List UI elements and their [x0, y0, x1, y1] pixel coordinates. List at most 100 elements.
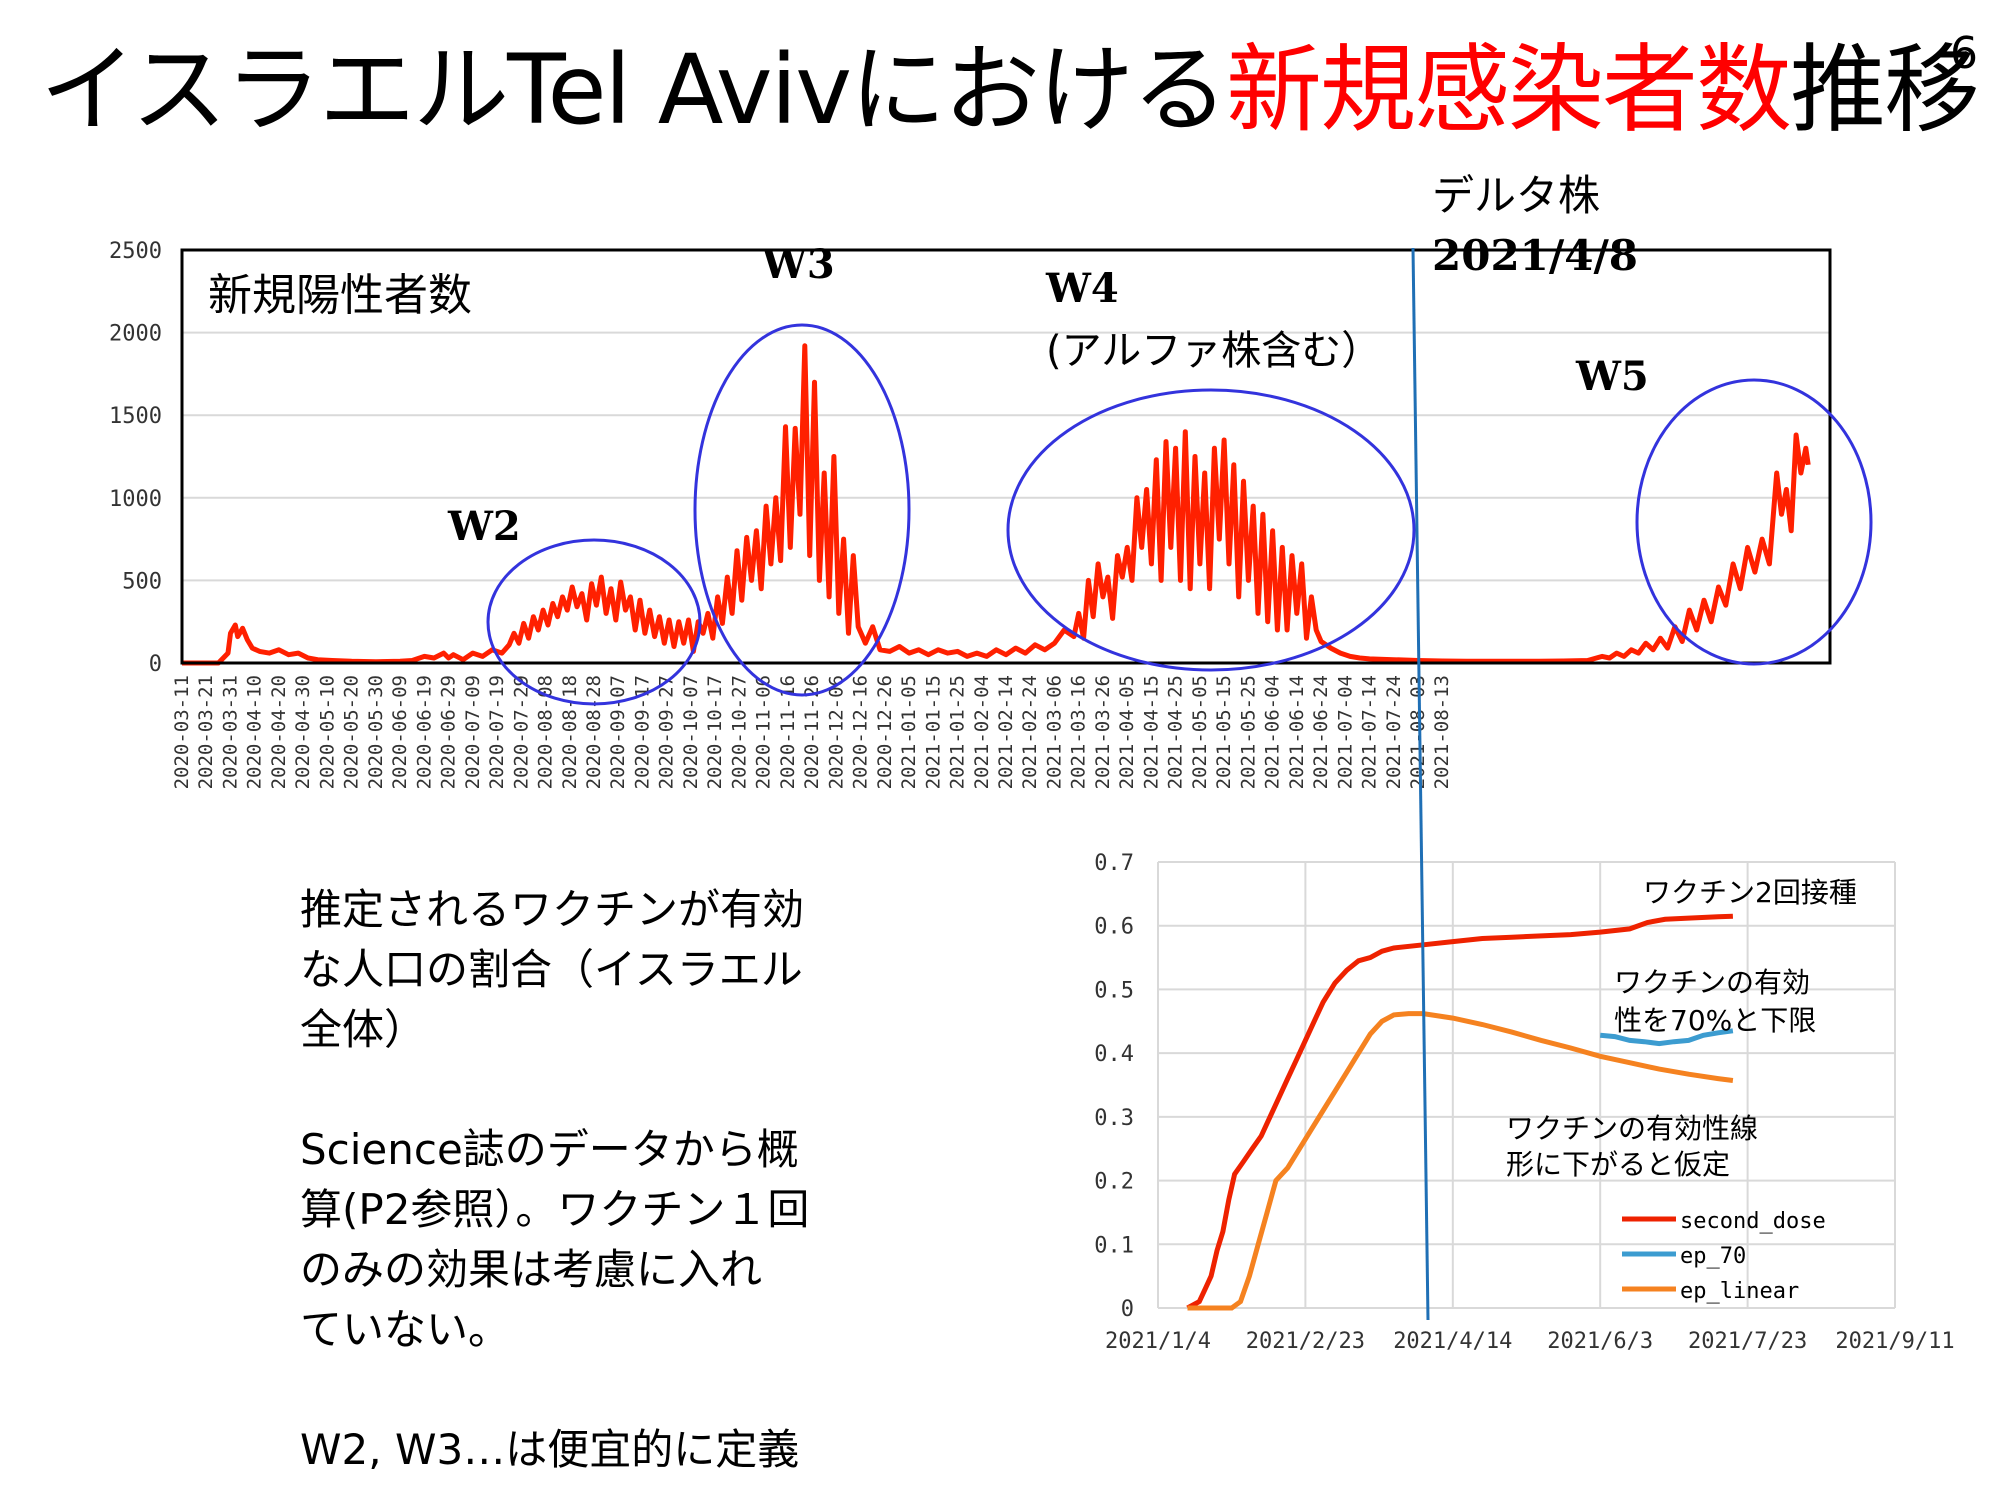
top-x-tick-label: 2021-06-14 [1286, 675, 1308, 789]
top-x-tick-label: 2021-03-16 [1068, 675, 1090, 789]
top-x-tick-label: 2021-02-24 [1019, 675, 1041, 789]
bottom-chart-grid [1157, 861, 1896, 1309]
top-x-tick-label: 2021-05-05 [1189, 675, 1211, 789]
top-x-tick-label: 2020-06-19 [413, 675, 435, 789]
page-title: イスラエルTel Avivにおける新規感染者数推移 [40, 42, 1980, 138]
top-x-tick-label: 2021-04-25 [1165, 675, 1187, 789]
wave-w5-circle [1635, 378, 1873, 666]
bottom-x-tick-label: 2021/4/14 [1393, 1329, 1512, 1354]
w4-sublabel: (アルファ株含む） [1046, 328, 1381, 374]
top-x-tick-label: 2020-12-26 [874, 675, 896, 789]
w3-label: W3 [761, 241, 835, 288]
top-x-tick-label: 2020-12-06 [825, 675, 847, 789]
top-x-tick-label: 2020-12-16 [850, 675, 872, 789]
top-x-tick-label: 2020-04-10 [244, 675, 266, 789]
top-x-tick-label: 2021-03-26 [1092, 675, 1114, 789]
top-y-tick-label: 1500 [109, 404, 162, 429]
top-x-tick-label: 2020-03-21 [195, 675, 217, 789]
top-x-tick-label: 2021-01-05 [898, 675, 920, 789]
bottom-y-tick-label: 0 [1121, 1297, 1134, 1322]
top-x-tick-label: 2020-06-29 [438, 675, 460, 789]
ep70-note-line2: 性を70%と下限 [1614, 1004, 1816, 1037]
waves-note: W2, W3…は便宜的に定義 [300, 1425, 800, 1474]
top-y-tick-label: 2500 [109, 239, 162, 264]
top-chart-x-ticks: 2020-03-11 2020-03-21 2020-03-31 2020-04-10… [171, 675, 1453, 789]
top-x-tick-label: 2020-11-26 [801, 675, 823, 789]
bottom-y-tick-label: 0.6 [1094, 915, 1134, 940]
top-x-tick-label: 2021-01-25 [947, 675, 969, 789]
ep-linear-line [1187, 1011, 1734, 1311]
top-x-tick-label: 2020-04-30 [292, 675, 314, 789]
title-part-1: イスラエル [40, 34, 509, 146]
delta-label: デルタ株 [1432, 171, 1600, 220]
w2-label: W2 [447, 503, 521, 550]
top-x-tick-label: 2020-09-27 [656, 675, 678, 789]
bottom-chart-y-ticks: 0 0.1 0.2 0.3 0.4 0.5 0.6 0.7 [1094, 851, 1134, 1322]
top-x-tick-label: 2020-11-16 [777, 675, 799, 789]
top-x-tick-label: 2020-07-09 [462, 675, 484, 789]
w4-label: W4 [1045, 265, 1119, 312]
vaccine-share-note: 推定されるワクチンが有効 な人口の割合（イスラエル 全体） [300, 885, 805, 1054]
top-x-tick-label: 2021-05-25 [1237, 675, 1259, 789]
legend-label-ep-linear: ep_linear [1680, 1279, 1799, 1304]
top-x-tick-label: 2021-06-24 [1310, 675, 1332, 789]
wave-w4-circle [1006, 388, 1416, 672]
top-x-tick-label: 2020-03-11 [171, 675, 193, 789]
top-x-tick-label: 2021-07-24 [1383, 675, 1405, 789]
second-dose-line [1186, 913, 1734, 1311]
top-x-tick-label: 2020-10-17 [704, 675, 726, 789]
top-y-tick-label: 500 [122, 569, 162, 594]
top-x-tick-label: 2020-09-07 [607, 675, 629, 789]
page-number: 6 [1950, 28, 1978, 79]
ep70-note-line1: ワクチンの有効 [1614, 966, 1810, 999]
top-y-tick-label: 2000 [109, 322, 162, 347]
top-x-tick-label: 2021-04-05 [1116, 675, 1138, 789]
new-cases-line [182, 343, 1811, 666]
top-x-tick-label: 2021-02-04 [971, 675, 993, 789]
top-x-tick-label: 2021-05-15 [1213, 675, 1235, 789]
bottom-y-tick-label: 0.1 [1094, 1233, 1134, 1258]
title-part-2: Tel Aviv [507, 34, 852, 146]
top-x-tick-label: 2020-09-17 [631, 675, 653, 789]
bottom-y-tick-label: 0.5 [1094, 978, 1134, 1003]
science-note: Science誌のデータから概 算(P2参照）。ワクチン１回 のみの効果は考慮に… [300, 1125, 810, 1354]
top-x-tick-label: 2021-02-14 [995, 675, 1017, 789]
linear-note-line1: ワクチンの有効性線 [1506, 1112, 1758, 1145]
bottom-x-tick-label: 2021/7/23 [1688, 1329, 1807, 1354]
bottom-x-tick-label: 2021/2/23 [1246, 1329, 1365, 1354]
title-part-3: における [850, 34, 1228, 146]
top-chart-frame [180, 248, 1832, 665]
bottom-y-tick-label: 0.4 [1094, 1042, 1134, 1067]
top-x-tick-label: 2020-06-09 [389, 675, 411, 789]
top-x-tick-label: 2021-06-04 [1262, 675, 1284, 789]
top-x-tick-label: 2021-03-06 [1043, 675, 1065, 789]
title-part-5: 推移 [1790, 34, 1980, 146]
top-x-tick-label: 2020-05-20 [341, 675, 363, 789]
top-x-tick-label: 2021-07-14 [1359, 675, 1381, 789]
wave-w3-circle [693, 323, 911, 697]
bottom-y-tick-label: 0.3 [1094, 1106, 1134, 1131]
legend-label-ep-70: ep_70 [1680, 1244, 1746, 1269]
top-x-tick-label: 2021-08-13 [1431, 675, 1453, 789]
top-x-tick-label: 2021-08-03 [1407, 675, 1429, 789]
top-y-tick-label: 0 [149, 652, 162, 677]
delta-date: 2021/4/8 [1432, 231, 1638, 280]
bottom-x-tick-label: 2021/9/11 [1835, 1329, 1954, 1354]
ep-70-line [1599, 1028, 1734, 1047]
top-x-tick-label: 2020-03-31 [219, 675, 241, 789]
bottom-y-tick-label: 0.2 [1094, 1170, 1134, 1195]
wave-w2-circle [486, 538, 702, 706]
bottom-y-tick-label: 0.7 [1094, 851, 1134, 876]
top-x-tick-label: 2021-07-04 [1334, 675, 1356, 789]
top-x-tick-label: 2020-05-30 [365, 675, 387, 789]
top-x-tick-label: 2020-07-29 [510, 675, 532, 789]
chart-label-new-positives: 新規陽性者数 [208, 270, 472, 321]
top-x-tick-label: 2020-08-28 [583, 675, 605, 789]
delta-marker-line [1411, 247, 1430, 1321]
top-chart-y-ticks: 0 500 1000 1500 2000 2500 [109, 239, 162, 677]
top-x-tick-label: 2020-11-06 [753, 675, 775, 789]
legend-label-second-dose: second_dose [1680, 1209, 1826, 1234]
bottom-chart-x-ticks: 2021/1/4 2021/2/23 2021/4/14 2021/6/3 2021/7… [1105, 1329, 1955, 1354]
bottom-chart-legend: second_dose ep_70 ep_linear [1622, 1209, 1826, 1304]
